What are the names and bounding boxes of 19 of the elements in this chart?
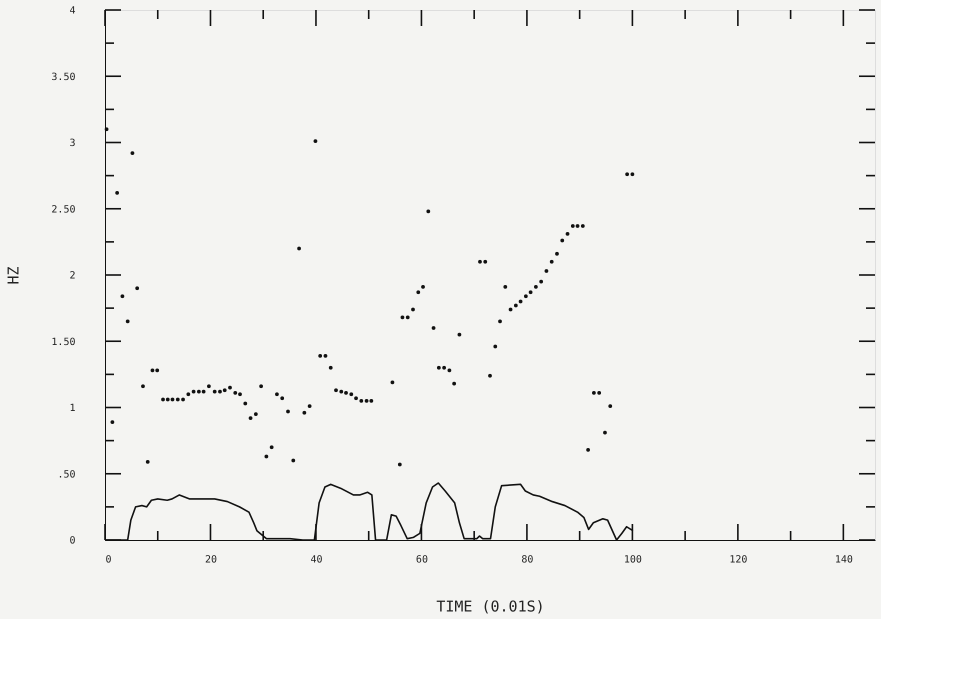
x-axis-title: TIME (0.01S) — [436, 598, 545, 616]
y-tick-label: 1 — [69, 403, 76, 414]
y-tick-label: .50 — [57, 469, 76, 480]
y-tick-label: 3 — [69, 138, 76, 149]
y-tick-label: 2 — [69, 270, 76, 282]
x-tick-label: 140 — [834, 554, 853, 566]
x-tick-label: 80 — [521, 554, 534, 566]
x-tick-label: 20 — [204, 554, 218, 566]
y-tick-label: 4 — [69, 6, 76, 16]
y-axis-title: HZ — [4, 266, 22, 285]
x-tick-label: 100 — [624, 554, 642, 566]
x-tick-label: 120 — [729, 554, 748, 566]
y-tick-label: 2.50 — [51, 204, 76, 216]
y-tick-label: 0 — [69, 536, 76, 546]
x-tick-label: 60 — [416, 554, 428, 566]
y-tick-label: 3.50 — [51, 72, 76, 83]
x-tick-label: 40 — [310, 554, 322, 566]
y-tick-label: 1.50 — [51, 336, 76, 348]
x-tick-label: 0 — [106, 554, 112, 566]
